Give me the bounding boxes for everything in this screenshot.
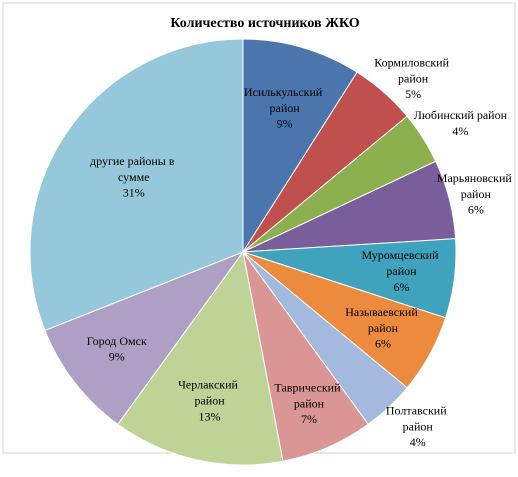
slice-label: Любинский район [414, 108, 508, 122]
slice-value-label: 9% [277, 117, 293, 131]
slice-label-line: район [194, 393, 225, 407]
slice-value-label: 4% [410, 435, 426, 449]
slice-label-line: район [403, 419, 434, 433]
slice-label-line: Муромцевский [361, 248, 441, 262]
slice-label-line: Исилькульский [244, 85, 325, 99]
slice-label-line: сумме [118, 170, 150, 184]
slice-label: Кормиловский район [374, 55, 452, 85]
slice-value-label: 13% [199, 409, 221, 423]
slice-label-line: Полтавский [386, 403, 450, 417]
slice-label: Город Омск [87, 334, 147, 348]
slice-label-line: Марьяновский [437, 171, 515, 185]
slice-label-line: другие районы в [90, 154, 178, 168]
pie-slice [29, 38, 244, 332]
slice-label-line: район [461, 187, 492, 201]
slice-label-line: район [270, 101, 301, 115]
slice-label: Исилькульский район [244, 85, 325, 115]
pie-slice [44, 250, 245, 426]
slice-value-label: 5% [405, 87, 421, 101]
slice-label: Марьяновский район [437, 171, 515, 201]
chart-title: Количество источников ЖКО [170, 16, 359, 31]
slice-label-line: Называевский [345, 305, 421, 319]
slice-label-line: Любинский район [414, 108, 508, 122]
slice-label: Называевский район [345, 305, 421, 335]
slice-label-line: район [368, 321, 399, 335]
slice-value-label: 4% [452, 124, 468, 138]
slice-value-label: 6% [375, 337, 391, 351]
slice-label: Черлакский район [178, 377, 241, 407]
slice-value-label: 6% [468, 203, 484, 217]
slice-label-line: Черлакский [178, 377, 241, 391]
slice-value-label: 7% [301, 412, 317, 426]
slice-value-label: 31% [123, 186, 145, 200]
slice-label-line: Таврический [274, 380, 343, 394]
slice-label: Полтавский район [386, 403, 450, 433]
pie-slice [117, 250, 284, 466]
slice-label-line: Кормиловский [374, 55, 452, 69]
slice-label-line: Город Омск [87, 334, 147, 348]
slice-value-label: 6% [393, 280, 409, 294]
slice-value-label: 9% [109, 350, 125, 364]
pie-slice [242, 38, 358, 254]
slice-label: Муромцевский район [361, 248, 441, 278]
slice-label-line: район [386, 264, 417, 278]
slice-label-line: район [294, 396, 325, 410]
slice-label: Таврический район [274, 380, 343, 410]
slice-label-line: район [398, 71, 429, 85]
slice-label: другие районы в сумме [90, 154, 178, 184]
